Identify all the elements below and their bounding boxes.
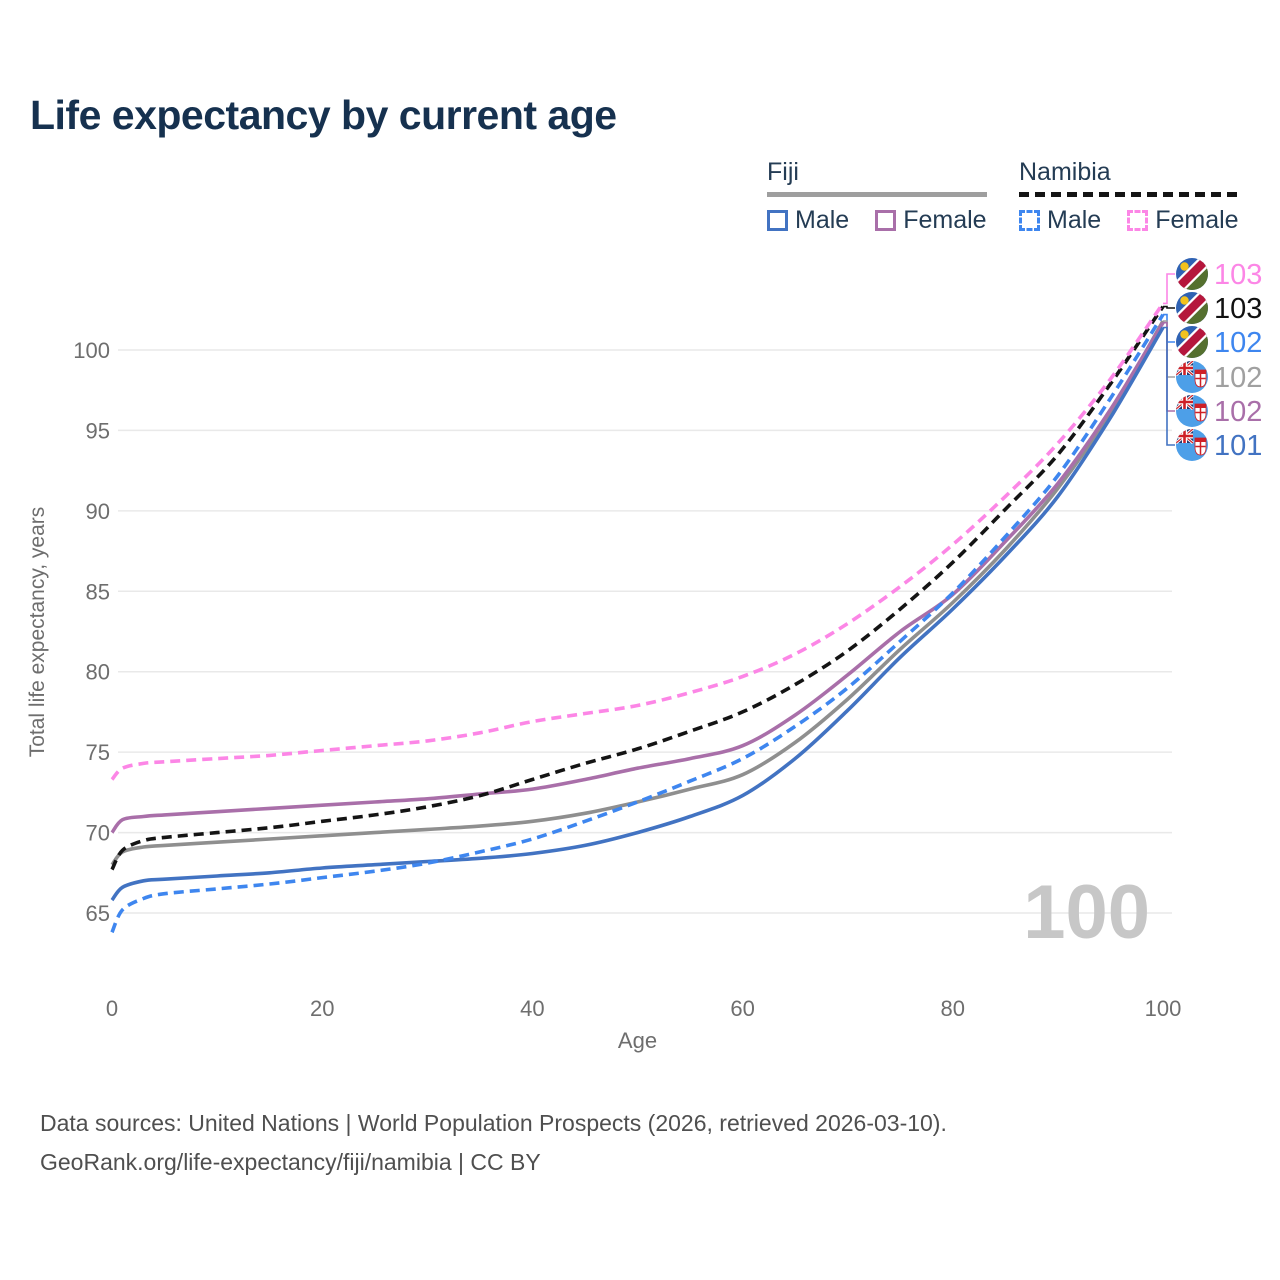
legend: Fiji Male Female Namibia xyxy=(0,158,1280,248)
end-label-namibia-male: 102 xyxy=(1214,327,1262,359)
leader-line-fiji-male xyxy=(1163,326,1175,446)
y-axis-title: Total life expectancy, years xyxy=(26,507,49,758)
legend-item-namibia-female: Female xyxy=(1127,206,1239,235)
namibia-flag-icon xyxy=(1176,258,1208,290)
y-tick-80: 80 xyxy=(86,660,110,685)
leader-line-namibia-total xyxy=(1163,305,1175,309)
fiji-flag-icon xyxy=(1176,429,1208,461)
fiji-flag-icon xyxy=(1176,361,1208,393)
legend-item-fiji-female: Female xyxy=(875,206,987,235)
leader-line-fiji-total xyxy=(1163,320,1175,378)
y-tick-95: 95 xyxy=(86,418,110,443)
fiji-male-swatch-icon xyxy=(767,210,788,231)
footer-attribution: GeoRank.org/life-expectancy/fiji/namibia… xyxy=(40,1149,541,1175)
x-tick-100: 100 xyxy=(1145,996,1182,1021)
y-tick-90: 90 xyxy=(86,499,110,524)
legend-item-label: Male xyxy=(1047,206,1102,234)
legend-group-namibia: Namibia Male Female xyxy=(1019,158,1239,235)
age-counter-watermark: 100 xyxy=(1023,870,1150,955)
namibia-male-swatch-icon xyxy=(1019,210,1040,231)
namibia-flag-icon xyxy=(1176,326,1208,358)
y-tick-75: 75 xyxy=(86,740,110,765)
y-tick-65: 65 xyxy=(86,901,110,926)
end-label-fiji-male: 101 xyxy=(1214,430,1262,462)
series-line-namibia-male[interactable] xyxy=(110,313,1165,934)
series-line-namibia-total[interactable] xyxy=(110,305,1165,871)
footer-data-sources: Data sources: United Nations | World Pop… xyxy=(40,1110,947,1136)
x-tick-60: 60 xyxy=(730,996,754,1021)
x-axis-title: Age xyxy=(618,1028,657,1053)
namibia-female-swatch-icon xyxy=(1127,210,1149,231)
legend-group-fiji: Fiji Male Female xyxy=(767,158,987,235)
legend-fiji-solid-line-swatch xyxy=(767,192,987,197)
series-line-fiji-female[interactable] xyxy=(110,321,1165,834)
y-tick-70: 70 xyxy=(86,821,110,846)
chart-title: Life expectancy by current age xyxy=(30,92,617,138)
series-line-fiji-total[interactable] xyxy=(110,320,1165,866)
legend-group-namibia-label: Namibia xyxy=(1019,158,1111,186)
fiji-flag-icon xyxy=(1176,395,1208,427)
legend-item-label: Female xyxy=(903,206,987,234)
legend-item-label: Female xyxy=(1155,206,1239,234)
x-tick-40: 40 xyxy=(520,996,544,1021)
x-tick-80: 80 xyxy=(941,996,965,1021)
end-label-namibia-total: 103 xyxy=(1214,293,1262,325)
end-label-namibia-female: 103 xyxy=(1214,259,1262,291)
x-tick-20: 20 xyxy=(310,996,334,1021)
fiji-female-swatch-icon xyxy=(875,210,897,231)
legend-group-fiji-label: Fiji xyxy=(767,158,799,186)
legend-item-label: Male xyxy=(795,206,850,234)
end-label-fiji-total: 102 xyxy=(1214,362,1262,394)
x-tick-0: 0 xyxy=(106,996,118,1021)
y-tick-100: 100 xyxy=(73,338,110,363)
leader-line-namibia-female xyxy=(1163,273,1175,305)
namibia-flag-icon xyxy=(1176,292,1208,324)
leader-line-fiji-female xyxy=(1163,321,1175,412)
end-label-fiji-female: 102 xyxy=(1214,396,1262,428)
legend-item-fiji-male: Male xyxy=(767,206,849,235)
series-line-fiji-male[interactable] xyxy=(110,326,1165,902)
legend-namibia-dashed-line-swatch xyxy=(1019,192,1239,197)
legend-item-namibia-male: Male xyxy=(1019,206,1101,235)
y-tick-85: 85 xyxy=(86,579,110,604)
series-line-namibia-female[interactable] xyxy=(110,302,1165,781)
footer: Data sources: United Nations | World Pop… xyxy=(40,1104,947,1182)
